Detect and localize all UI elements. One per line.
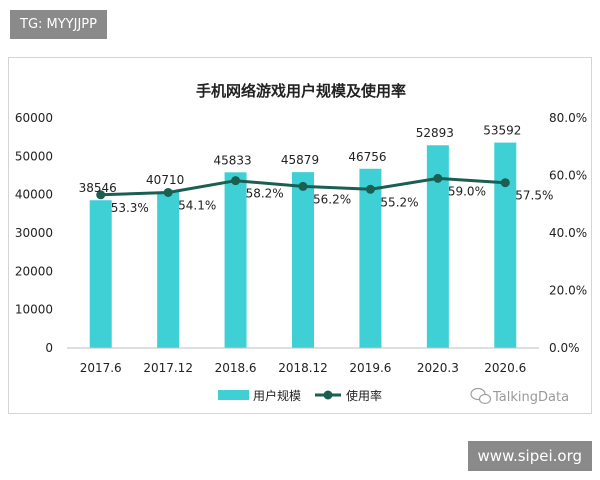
line-point [298,181,308,191]
line-value-label: 55.2% [380,195,418,209]
site-badge: www.sipei.org [467,441,592,471]
bar [292,172,314,348]
y-left-tick-label: 0 [45,341,53,355]
x-tick-label: 2020.3 [417,361,459,375]
bar-value-label: 52893 [416,126,454,140]
y-left-tick-label: 50000 [15,149,53,163]
y-right-tick-label: 80.0% [549,111,587,125]
bar-value-label: 45879 [281,153,319,167]
y-right-tick-label: 40.0% [549,226,587,240]
x-tick-label: 2020.6 [484,361,526,375]
y-right-tick-group: 0.0% 20.0% 40.0% 60.0% 80.0% [549,111,587,355]
y-left-tick-label: 20000 [15,264,53,278]
bar [426,145,449,348]
x-tick-label: 2017.6 [80,361,122,375]
x-tick-group: 2017.6 2017.12 2018.6 2018.12 2019.6 2020.3 20… [80,361,527,375]
y-right-tick-label: 0.0% [549,341,580,355]
bar [224,172,247,348]
tg-badge: TG: MYYJJPP [10,10,107,39]
line-group [96,173,510,200]
bar [157,191,180,348]
bar-value-label: 46756 [348,150,386,164]
chart-card: 手机网络游戏用户规模及使用率 0 10000 20000 30000 40000 5000… [8,57,592,414]
line-value-label: 58.2% [246,187,284,201]
x-tick-label: 2018.6 [215,361,257,375]
line-point [231,176,241,186]
watermark: TalkingData [470,387,569,405]
legend-line-label: 使用率 [346,388,382,403]
data-label-group: 38546 40710 45833 45879 46756 52893 53592 53.3%… [79,124,554,215]
line-value-label: 59.0% [448,184,486,198]
line-value-label: 57.5% [515,189,553,203]
legend-line-marker [323,390,333,400]
line-value-label: 56.2% [313,192,351,206]
bar-value-label: 45833 [213,153,251,167]
bar-value-label: 40710 [146,173,184,187]
y-left-tick-group: 0 10000 20000 30000 40000 50000 60000 [15,111,53,355]
y-left-tick-label: 60000 [15,111,53,125]
x-tick-label: 2019.6 [349,361,391,375]
x-tick-label: 2018.12 [278,361,328,375]
y-left-tick-label: 40000 [15,188,53,202]
legend: 用户规模 使用率 [218,388,382,403]
line-point [163,187,173,197]
bar [359,168,382,348]
bar-value-label: 53592 [483,124,521,138]
legend-bar-label: 用户规模 [253,388,301,403]
line-value-label: 54.1% [178,198,216,212]
x-tick-label: 2017.12 [143,361,193,375]
line-point [365,184,375,194]
watermark-text: TalkingData [492,390,569,405]
bar [89,200,112,348]
line-point [433,173,443,183]
bar-value-label: 38546 [79,181,117,195]
wechat-icon [470,387,492,405]
y-left-tick-label: 10000 [15,303,53,317]
line-point [500,178,510,188]
bar-group [89,142,517,348]
y-right-tick-label: 20.0% [549,284,587,298]
chart-title: 手机网络游戏用户规模及使用率 [196,82,406,100]
y-right-tick-label: 60.0% [549,169,587,183]
legend-bar-swatch [218,390,249,400]
line-value-label: 53.3% [111,201,149,215]
line-point [96,190,106,200]
chart-svg: 手机网络游戏用户规模及使用率 0 10000 20000 30000 40000 5000… [15,82,587,405]
y-left-tick-label: 30000 [15,226,53,240]
bar [494,142,517,348]
